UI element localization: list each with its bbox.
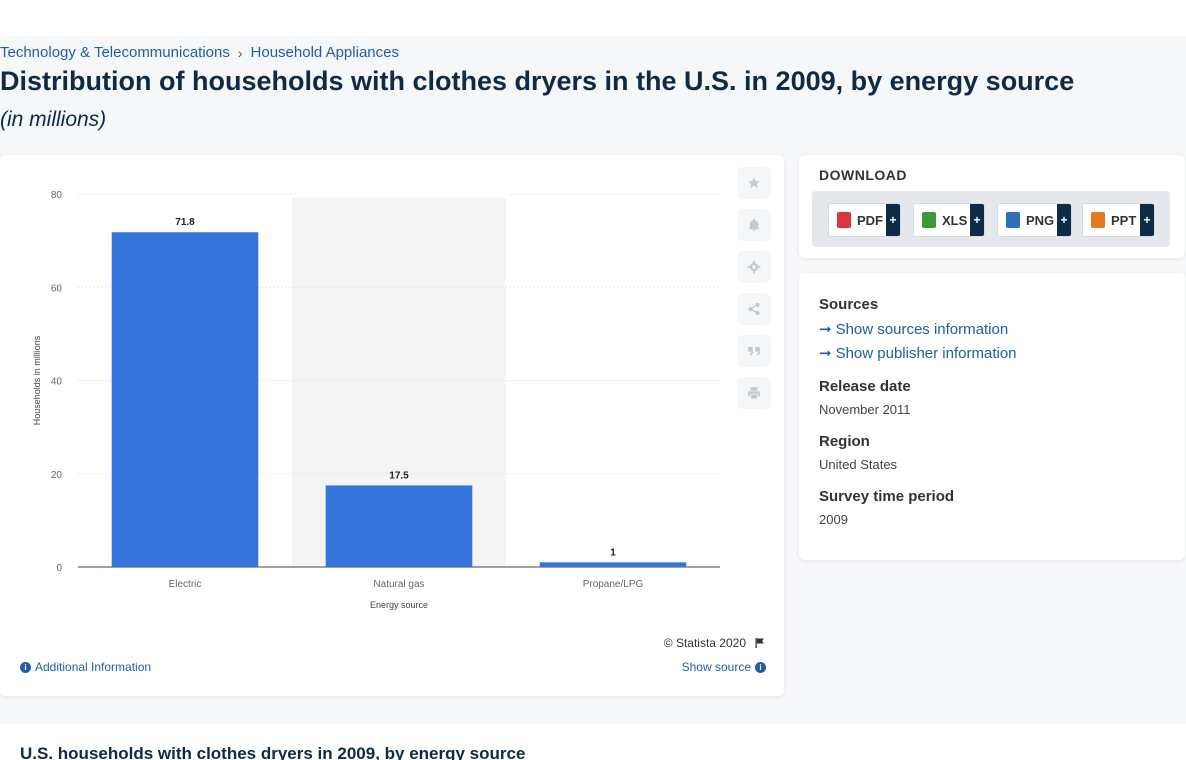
ppt-file-icon xyxy=(1091,212,1105,228)
related-section: U.S. households with clothes dryers in 2… xyxy=(0,724,1186,760)
plus-icon: + xyxy=(1140,204,1154,236)
show-publisher-label: Show publisher information xyxy=(835,344,1017,362)
info-icon: i xyxy=(755,661,766,673)
related-title: U.S. households with clothes dryers in 2… xyxy=(20,744,526,760)
download-heading: DOWNLOAD xyxy=(819,167,907,183)
show-source-link[interactable]: Show source i xyxy=(682,660,766,674)
breadcrumb-separator: › xyxy=(237,44,243,61)
y-tick-label: 20 xyxy=(51,470,63,481)
x-tick-label: Electric xyxy=(169,579,202,590)
info-icon: i xyxy=(20,661,31,673)
download-png-label: PNG xyxy=(1026,212,1055,228)
plus-icon: + xyxy=(886,204,900,236)
chart-card: 0 20 40 60 80 71.8 Electric 17.5 Natural gas 1 Pro… xyxy=(0,155,784,696)
x-tick-label: Propane/LPG xyxy=(583,579,644,590)
download-strip: PDF + XLS + PNG + PPT + xyxy=(812,191,1170,247)
bar-electric xyxy=(111,232,259,568)
bell-icon[interactable] xyxy=(737,209,771,241)
download-pdf-button[interactable]: PDF + xyxy=(828,203,901,237)
show-sources-link[interactable]: ➞ Show sources information xyxy=(819,320,1009,339)
region-value: United States xyxy=(819,457,898,472)
flag-icon[interactable] xyxy=(754,637,766,649)
chart-credit: © Statista 2020 xyxy=(664,636,766,650)
survey-period-value: 2009 xyxy=(819,512,848,527)
release-date-value: November 2011 xyxy=(819,402,911,417)
top-bar xyxy=(0,0,1186,36)
page-title: Distribution of households with clothes … xyxy=(0,66,1075,96)
data-label: 17.5 xyxy=(389,470,409,481)
show-sources-label: Show sources information xyxy=(835,320,1009,338)
y-tick-label: 0 xyxy=(56,563,62,574)
download-xls-label: XLS xyxy=(942,212,968,228)
download-png-button[interactable]: PNG + xyxy=(997,203,1072,237)
y-tick-label: 60 xyxy=(51,283,63,294)
bar-propane-lpg xyxy=(539,562,687,567)
additional-info-link[interactable]: i Additional Information xyxy=(20,660,151,674)
data-label: 1 xyxy=(610,547,616,558)
pdf-file-icon xyxy=(837,212,851,228)
download-ppt-button[interactable]: PPT + xyxy=(1082,203,1155,237)
gear-icon[interactable] xyxy=(737,251,771,283)
download-card: DOWNLOAD PDF + XLS + PNG + PPT + xyxy=(799,155,1185,258)
show-publisher-link[interactable]: ➞ Show publisher information xyxy=(819,344,1017,363)
png-file-icon xyxy=(1006,212,1020,228)
download-ppt-label: PPT xyxy=(1111,212,1137,228)
star-icon[interactable] xyxy=(737,167,771,199)
arrow-right-icon: ➞ xyxy=(819,345,832,362)
chart-toolbar xyxy=(737,167,771,409)
y-tick-label: 40 xyxy=(51,377,63,388)
show-source-label: Show source xyxy=(681,660,751,674)
x-tick-label: Natural gas xyxy=(373,579,424,590)
region-label: Region xyxy=(819,433,870,450)
statistic-details-card: Sources ➞ Show sources information ➞ Sho… xyxy=(799,273,1185,560)
xls-file-icon xyxy=(922,212,936,228)
bar-natural-gas xyxy=(325,485,473,567)
bar-chart: 0 20 40 60 80 71.8 Electric 17.5 Natural gas 1 Pro… xyxy=(32,190,720,610)
plus-icon: + xyxy=(1057,204,1071,236)
credit-text: © Statista 2020 xyxy=(663,636,746,650)
sources-label: Sources xyxy=(819,296,879,313)
y-axis-title: Households in millions xyxy=(32,335,42,425)
survey-period-label: Survey time period xyxy=(819,488,955,505)
breadcrumb: Technology & Telecommunications › Househ… xyxy=(0,44,399,61)
y-tick-label: 80 xyxy=(51,190,63,201)
data-label: 71.8 xyxy=(175,217,195,228)
download-xls-button[interactable]: XLS + xyxy=(913,203,985,237)
page-subtitle: (in millions) xyxy=(0,108,107,131)
breadcrumb-item-technology[interactable]: Technology & Telecommunications xyxy=(0,44,230,61)
plus-icon: + xyxy=(970,204,984,236)
print-icon[interactable] xyxy=(737,377,771,409)
quote-icon[interactable] xyxy=(737,335,771,367)
breadcrumb-item-household-appliances[interactable]: Household Appliances xyxy=(250,44,399,61)
share-icon[interactable] xyxy=(737,293,771,325)
arrow-right-icon: ➞ xyxy=(819,321,832,338)
release-date-label: Release date xyxy=(819,378,911,395)
download-pdf-label: PDF xyxy=(857,212,883,228)
x-axis-title: Energy source xyxy=(370,600,428,610)
additional-info-label: Additional Information xyxy=(35,660,152,674)
